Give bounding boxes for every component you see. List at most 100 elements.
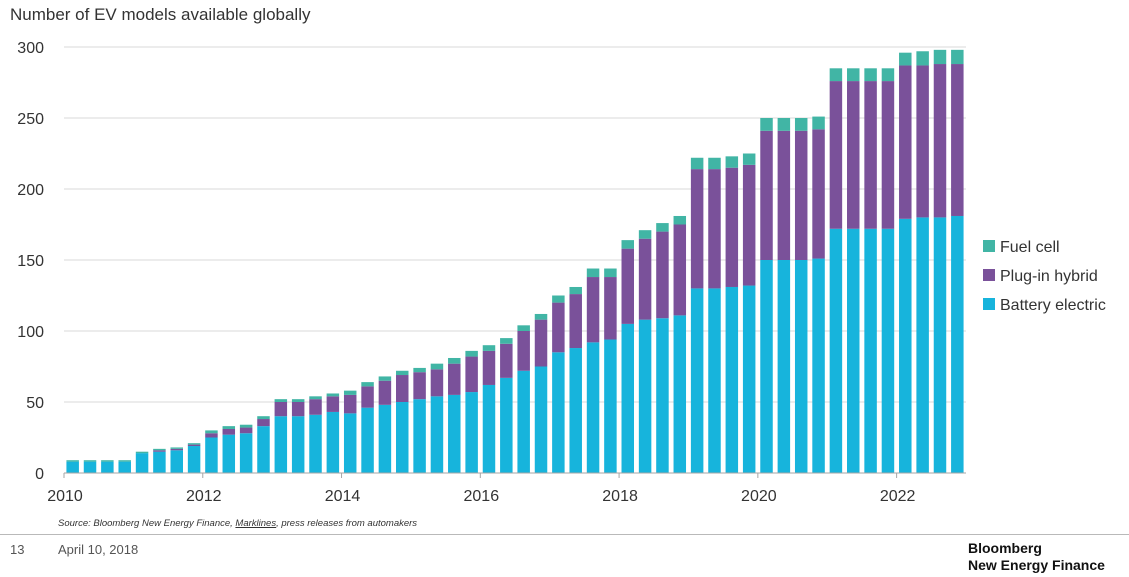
bar-segment <box>638 238 652 320</box>
bar-segment <box>430 369 444 397</box>
bar-segment <box>951 215 964 474</box>
bar-segment <box>153 451 166 473</box>
bar-segment <box>83 460 97 462</box>
bar-segment <box>222 434 236 473</box>
bar-segment <box>569 348 582 473</box>
x-tick-label: 2012 <box>186 488 222 505</box>
bar-segment <box>482 384 496 473</box>
bar-segment <box>343 390 357 395</box>
bar-segment <box>239 427 253 434</box>
bar-segment <box>621 323 634 473</box>
bar-segment <box>534 319 548 367</box>
bar-segment <box>465 356 478 393</box>
x-tick-label: 2018 <box>602 488 638 505</box>
bar-segment <box>777 130 791 260</box>
bar-segment <box>465 392 478 473</box>
bar-segment <box>309 399 322 415</box>
brand-logo-text: Bloomberg New Energy Finance <box>968 540 1105 574</box>
bar-segment <box>274 399 288 402</box>
bar-segment <box>656 223 669 232</box>
bar-segment <box>951 49 964 65</box>
bar-segment <box>933 49 947 65</box>
bar-segment <box>569 294 582 349</box>
bar-segment <box>586 277 600 343</box>
bar-segment <box>708 157 721 170</box>
bar-segment <box>361 386 374 408</box>
bar-segment <box>170 447 183 449</box>
bar-segment <box>500 343 513 378</box>
bar-segment <box>187 443 201 445</box>
bar-segment <box>517 325 530 331</box>
bar-segment <box>396 375 409 402</box>
page-number: 13 <box>10 542 25 557</box>
bar-segment <box>500 377 513 473</box>
bar-segment <box>534 313 548 320</box>
bar-segment <box>309 414 322 473</box>
bar-segment <box>291 399 305 402</box>
bar-segment <box>760 130 773 260</box>
bar-segment <box>205 433 218 438</box>
legend-swatch <box>983 269 995 281</box>
bar-segment <box>621 240 634 249</box>
bar-segment <box>396 402 409 473</box>
bar-segment <box>742 153 756 165</box>
bar-segment <box>777 118 791 131</box>
bar-segment <box>586 268 600 278</box>
bar-segment <box>482 350 496 385</box>
bar-segment <box>343 394 357 414</box>
bar-segment <box>187 444 201 447</box>
x-tick-label: 2010 <box>47 488 83 505</box>
bar-segment <box>690 288 704 473</box>
bar-segment <box>708 288 721 473</box>
footer-date: April 10, 2018 <box>58 542 139 557</box>
bar-segment <box>604 268 617 278</box>
bar-segment <box>153 448 166 451</box>
bar-segment <box>413 372 426 400</box>
bar-segment <box>552 352 565 473</box>
x-tick-label: 2022 <box>880 488 916 505</box>
bar-segment <box>760 260 773 473</box>
bar-segment <box>239 433 253 473</box>
bar-segment <box>812 116 825 130</box>
bar-segment <box>899 218 912 473</box>
bar-segment <box>517 331 530 371</box>
bar-segment <box>101 460 114 462</box>
bar-segment <box>83 461 97 473</box>
bar-segment <box>274 402 288 417</box>
bar-segment <box>396 370 409 376</box>
bar-segment <box>257 426 270 473</box>
bar-segment <box>847 228 860 473</box>
bar-segment <box>430 363 444 370</box>
bar-segment <box>604 339 617 473</box>
legend-swatch <box>983 240 995 252</box>
bar-segment <box>552 295 565 303</box>
bar-segment <box>916 51 929 66</box>
y-tick-label: 200 <box>17 182 44 199</box>
bar-segment <box>413 367 426 373</box>
bar-segment <box>864 228 877 473</box>
legend-label: Battery electric <box>1000 297 1106 314</box>
bar-segment <box>586 342 600 473</box>
bar-segment <box>569 286 582 295</box>
bar-segment <box>448 363 461 395</box>
source-suffix: , press releases from automakers <box>276 518 418 529</box>
bar-segment <box>794 118 808 131</box>
bar-segment <box>951 64 964 216</box>
bar-segment <box>742 164 756 286</box>
bar-segment <box>378 376 392 381</box>
bar-segment <box>847 81 860 229</box>
bar-segment <box>257 416 270 420</box>
y-axis: 0 50 100 150 200 250 300 <box>17 40 44 483</box>
brand-line-1: Bloomberg <box>968 540 1042 556</box>
y-tick-label: 300 <box>17 40 44 57</box>
y-tick-label: 0 <box>35 466 44 483</box>
bar-segment <box>777 260 791 473</box>
bar-segment <box>118 460 131 462</box>
x-tick-label: 2020 <box>741 488 777 505</box>
bar-series <box>66 49 964 474</box>
source-note: Source: Bloomberg New Energy Finance, Ma… <box>58 518 417 529</box>
bar-segment <box>378 380 392 405</box>
bar-segment <box>153 450 166 452</box>
bar-segment <box>847 68 860 82</box>
